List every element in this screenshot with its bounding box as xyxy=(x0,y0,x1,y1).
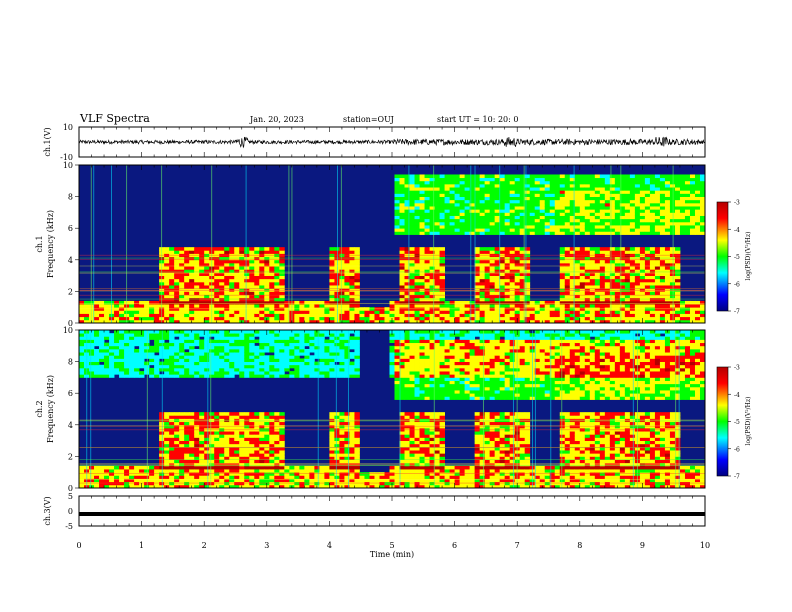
ch1-waveform-ytick-top: 10 xyxy=(63,123,73,132)
ch2-colorbar-ticks: -3 -4 -5 -6 -7 xyxy=(728,365,740,481)
ch1-waveform-panel: 10 -10 ch.1(V) xyxy=(43,123,706,162)
time-tick-label: 8 xyxy=(577,541,582,550)
colorbar-tick-label: -4 xyxy=(734,392,740,399)
time-tick-label: 2 xyxy=(202,541,207,550)
ch3-ylabel: ch.3(V) xyxy=(43,496,52,525)
colorbar-tick-label: -6 xyxy=(734,446,740,453)
frequency-tick-label: 4 xyxy=(68,421,73,430)
ch1-waveform-ytick-bottom: -10 xyxy=(60,153,73,162)
station-label: station=OUJ xyxy=(343,115,394,124)
time-tick-label: 0 xyxy=(76,541,81,550)
start-time-label: start UT = 10: 20: 0 xyxy=(437,115,518,124)
ch1-spectrogram-ylabel-line2: Frequency (kHz) xyxy=(46,210,55,278)
ch2-spectrogram-ylabel-line2: Frequency (kHz) xyxy=(46,375,55,443)
ch1-colorbar-label: log(PSD)(V²/Hz) xyxy=(745,232,752,281)
ch1-colorbar xyxy=(716,201,729,312)
frequency-tick-label: 8 xyxy=(68,193,73,202)
ch1-spectrogram-yticks: 0 2 4 6 8 10 xyxy=(63,161,79,328)
time-axis-ticks xyxy=(78,127,706,526)
figure-title: VLF Spectra xyxy=(79,112,150,125)
ch2-spectrogram-image xyxy=(79,330,705,488)
time-tick-label: 1 xyxy=(139,541,144,550)
time-tick-label: 5 xyxy=(389,541,394,550)
time-tick-label: 3 xyxy=(264,541,269,550)
time-tick-label: 4 xyxy=(327,541,332,550)
time-tick-label: 6 xyxy=(452,541,457,550)
ch3-ytick-top: 5 xyxy=(68,492,73,501)
colorbar-tick-label: -4 xyxy=(734,227,740,234)
time-axis-tick-labels: 0 1 2 3 4 5 6 7 8 9 10 xyxy=(76,541,710,550)
ch1-colorbar-ticks: -3 -4 -5 -6 -7 xyxy=(728,200,740,316)
frequency-tick-label: 10 xyxy=(63,161,73,170)
frequency-tick-label: 4 xyxy=(68,256,73,265)
colorbar-tick-label: -6 xyxy=(734,281,740,288)
ch1-waveform-trace xyxy=(78,136,706,149)
frequency-tick-label: 6 xyxy=(68,389,73,398)
frequency-tick-label: 6 xyxy=(68,224,73,233)
frequency-tick-label: 2 xyxy=(68,452,73,461)
colorbar-tick-label: -5 xyxy=(734,254,740,261)
frequency-tick-label: 10 xyxy=(63,326,73,335)
frequency-tick-label: 0 xyxy=(68,484,73,493)
ch3-ytick-bottom: -5 xyxy=(65,522,73,531)
time-tick-label: 7 xyxy=(515,541,520,550)
ch3-panel: 5 0 -5 ch.3(V) xyxy=(43,492,706,531)
colorbar-tick-label: -3 xyxy=(734,365,740,372)
frequency-tick-label: 8 xyxy=(68,358,73,367)
time-tick-label: 9 xyxy=(640,541,645,550)
ch2-colorbar-label: log(PSD)(V²/Hz) xyxy=(745,397,752,446)
ch1-spectrogram-ylabel-line1: ch.1 xyxy=(35,235,44,252)
date-label: Jan. 20, 2023 xyxy=(249,115,304,124)
ch2-spectrogram-yticks: 0 2 4 6 8 10 xyxy=(63,326,79,493)
ch1-waveform-ylabel: ch.1(V) xyxy=(43,127,52,156)
ch3-ytick-mid: 0 xyxy=(68,507,73,516)
ch2-spectrogram-ylabel-line1: ch.2 xyxy=(35,400,44,417)
colorbar-tick-label: -7 xyxy=(734,474,740,481)
colorbar-tick-label: -7 xyxy=(734,309,740,316)
colorbar-tick-label: -5 xyxy=(734,419,740,426)
time-axis-label: Time (min) xyxy=(370,550,414,559)
colorbar-tick-label: -3 xyxy=(734,200,740,207)
ch1-spectrogram-image xyxy=(79,165,705,323)
time-tick-label: 10 xyxy=(700,541,710,550)
frequency-tick-label: 2 xyxy=(68,287,73,296)
frequency-tick-label: 0 xyxy=(68,319,73,328)
ch2-colorbar xyxy=(716,366,729,477)
